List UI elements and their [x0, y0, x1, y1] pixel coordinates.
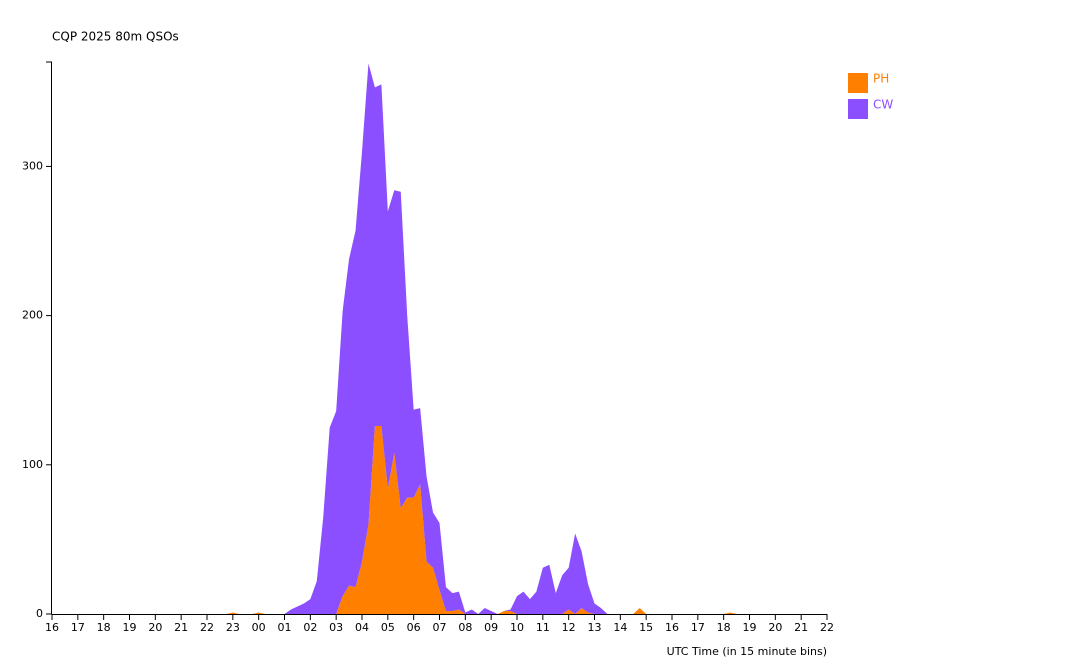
x-tick-label: 20	[768, 621, 782, 634]
x-tick-label: 21	[794, 621, 808, 634]
x-tick-label: 23	[226, 621, 240, 634]
x-tick-label: 08	[458, 621, 472, 634]
x-tick-label: 19	[743, 621, 757, 634]
x-tick-label: 05	[381, 621, 395, 634]
x-tick-label: 09	[484, 621, 498, 634]
x-tick-label: 00	[252, 621, 266, 634]
x-tick-label: 19	[123, 621, 137, 634]
x-tick-label: 17	[71, 621, 85, 634]
x-tick-label: 02	[303, 621, 317, 634]
x-tick-label: 21	[174, 621, 188, 634]
x-tick-label: 12	[562, 621, 576, 634]
legend-label: CW	[873, 98, 893, 112]
x-tick-label: 04	[355, 621, 369, 634]
y-tick-label: 200	[22, 309, 43, 322]
x-tick-label: 06	[407, 621, 421, 634]
x-tick-label: 17	[691, 621, 705, 634]
legend-swatch	[848, 73, 868, 93]
x-tick-label: 15	[639, 621, 653, 634]
x-tick-label: 22	[820, 621, 834, 634]
x-tick-label: 16	[45, 621, 59, 634]
y-tick-label: 300	[22, 159, 43, 172]
x-tick-label: 07	[433, 621, 447, 634]
legend-label: PH	[873, 72, 889, 86]
x-axis-label: UTC Time (in 15 minute bins)	[667, 645, 827, 658]
x-tick-label: 10	[510, 621, 524, 634]
x-tick-label: 20	[148, 621, 162, 634]
x-tick-label: 01	[278, 621, 292, 634]
y-tick-label: 0	[36, 607, 43, 620]
area	[52, 63, 827, 615]
x-tick-label: 13	[588, 621, 602, 634]
x-tick-label: 11	[536, 621, 550, 634]
legend-swatch	[848, 99, 868, 119]
y-tick-label: 100	[22, 458, 43, 471]
x-tick-label: 03	[329, 621, 343, 634]
x-tick-label: 14	[613, 621, 627, 634]
x-tick-label: 16	[665, 621, 679, 634]
chart-title: CQP 2025 80m QSOs	[52, 30, 179, 44]
x-tick-label: 18	[717, 621, 731, 634]
x-tick-label: 18	[97, 621, 111, 634]
x-tick-label: 22	[200, 621, 214, 634]
